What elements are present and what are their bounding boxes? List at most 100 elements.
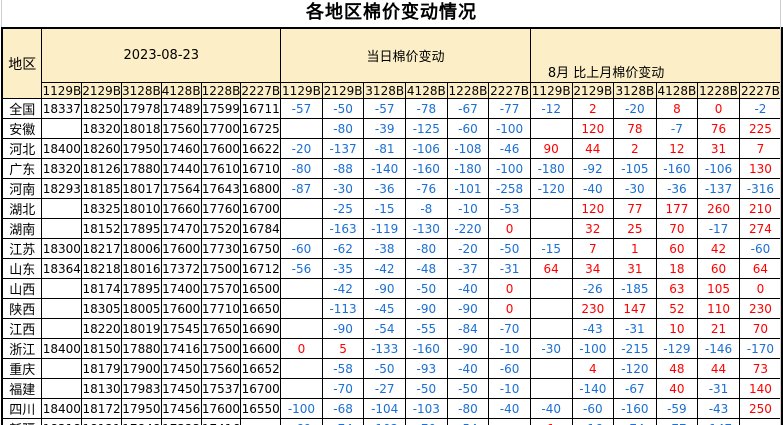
monthly-change-cell[interactable]: -147 xyxy=(697,418,740,425)
monthly-change-cell[interactable]: 70 xyxy=(655,218,699,239)
monthly-change-cell[interactable]: 25 xyxy=(613,218,657,239)
monthly-change-cell[interactable]: -12 xyxy=(529,98,573,119)
monthly-change-cell[interactable]: 130 xyxy=(738,158,783,179)
daily-change-cell[interactable] xyxy=(488,418,531,425)
daily-change-cell[interactable]: -108 xyxy=(446,138,490,159)
monthly-change-cell[interactable]: 225 xyxy=(738,118,783,139)
price-cell[interactable]: 17489 xyxy=(160,98,202,119)
price-cell[interactable]: 17660 xyxy=(160,198,202,219)
daily-change-cell[interactable]: -25 xyxy=(321,198,365,219)
daily-change-cell[interactable]: -31 xyxy=(488,258,531,279)
monthly-change-cell[interactable]: -59 xyxy=(655,398,699,419)
monthly-change-cell[interactable]: -106 xyxy=(697,158,740,179)
daily-change-cell[interactable]: -62 xyxy=(321,238,365,259)
daily-change-cell[interactable]: -58 xyxy=(321,358,365,379)
monthly-change-cell[interactable]: 1 xyxy=(613,238,657,259)
monthly-change-cell[interactable]: 250 xyxy=(738,398,783,419)
monthly-change-cell[interactable]: -67 xyxy=(613,378,657,399)
price-cell[interactable]: 18010 xyxy=(121,198,162,219)
price-cell[interactable]: 17372 xyxy=(160,258,202,279)
grade-header-cell[interactable]: 1228B xyxy=(697,82,740,99)
price-cell[interactable]: 17500 xyxy=(200,258,242,279)
region-cell[interactable]: 山东 xyxy=(1,258,43,279)
daily-change-cell[interactable]: -55 xyxy=(405,318,448,339)
monthly-change-cell[interactable] xyxy=(529,118,573,139)
monthly-change-cell[interactable]: 120 xyxy=(571,198,615,219)
daily-change-cell[interactable]: -50 xyxy=(405,378,448,399)
price-cell[interactable]: 18217 xyxy=(81,238,122,259)
monthly-change-cell[interactable]: 73 xyxy=(738,358,783,379)
daily-change-cell[interactable]: -76 xyxy=(405,178,448,199)
price-cell[interactable]: 18400 xyxy=(41,138,83,159)
price-cell[interactable]: 16750 xyxy=(240,238,282,259)
daily-change-cell[interactable]: -78 xyxy=(405,98,448,119)
daily-change-cell[interactable]: -46 xyxy=(488,138,531,159)
daily-change-cell[interactable]: -60 xyxy=(280,238,323,259)
daily-change-cell[interactable]: -106 xyxy=(405,138,448,159)
monthly-change-cell[interactable]: 32 xyxy=(571,218,615,239)
daily-change-cell[interactable]: -90 xyxy=(321,318,365,339)
monthly-change-cell[interactable]: -316 xyxy=(738,178,783,199)
daily-change-cell[interactable]: -100 xyxy=(488,118,531,139)
daily-change-cell[interactable]: -8 xyxy=(405,198,448,219)
monthly-change-cell[interactable]: -77 xyxy=(655,418,699,425)
price-cell[interactable]: 17880 xyxy=(121,158,162,179)
monthly-change-cell[interactable]: -105 xyxy=(613,158,657,179)
price-cell[interactable]: 17564 xyxy=(160,178,202,199)
price-cell[interactable]: 18005 xyxy=(121,298,162,319)
monthly-change-cell[interactable]: 2 xyxy=(571,98,615,119)
monthly-change-cell[interactable]: 60 xyxy=(697,258,740,279)
price-cell[interactable]: 17895 xyxy=(121,278,162,299)
price-cell[interactable]: 18260 xyxy=(81,138,122,159)
daily-change-cell[interactable]: -30 xyxy=(321,178,365,199)
price-cell[interactable]: 18325 xyxy=(81,198,122,219)
price-cell[interactable]: 16690 xyxy=(240,318,282,339)
price-cell[interactable]: 16600 xyxy=(240,338,282,359)
daily-change-cell[interactable]: -60 xyxy=(488,358,531,379)
grade-header-cell[interactable]: 1129B xyxy=(41,82,83,99)
daily-change-cell[interactable]: -90 xyxy=(446,338,490,359)
monthly-change-cell[interactable]: -170 xyxy=(738,338,783,359)
monthly-change-cell[interactable]: 21 xyxy=(697,318,740,339)
monthly-change-cell[interactable]: 63 xyxy=(655,278,699,299)
daily-change-cell[interactable] xyxy=(280,378,323,399)
daily-change-cell[interactable]: -50 xyxy=(363,358,406,379)
price-cell[interactable]: 17456 xyxy=(160,398,202,419)
grade-header-cell[interactable]: 2227B xyxy=(738,82,783,99)
price-cell[interactable] xyxy=(41,218,83,239)
price-cell[interactable]: 17600 xyxy=(200,138,242,159)
daily-change-cell[interactable]: -57 xyxy=(280,98,323,119)
price-cell[interactable]: 18179 xyxy=(81,358,122,379)
monthly-change-cell[interactable]: 7 xyxy=(738,138,783,159)
monthly-change-cell[interactable]: 105 xyxy=(697,278,740,299)
monthly-change-cell[interactable]: 48 xyxy=(655,358,699,379)
monthly-change-cell[interactable]: 1 xyxy=(529,418,573,425)
region-cell[interactable]: 江苏 xyxy=(1,238,43,259)
price-cell[interactable] xyxy=(41,118,83,139)
monthly-change-cell[interactable]: -26 xyxy=(571,278,615,299)
region-cell[interactable]: 福建 xyxy=(1,378,43,399)
price-cell[interactable]: 17730 xyxy=(200,238,242,259)
daily-change-cell[interactable]: -113 xyxy=(321,298,365,319)
daily-change-cell[interactable]: -133 xyxy=(363,338,406,359)
grade-header-cell[interactable]: 2129B xyxy=(321,82,365,99)
region-cell[interactable]: 全国 xyxy=(1,98,43,119)
monthly-change-cell[interactable]: 230 xyxy=(571,298,615,319)
grade-header-cell[interactable]: 4128B xyxy=(160,82,202,99)
price-cell[interactable]: 18121 xyxy=(81,418,122,425)
monthly-change-cell[interactable]: 177 xyxy=(655,198,699,219)
price-cell[interactable]: 18400 xyxy=(41,398,83,419)
daily-change-cell[interactable]: -69 xyxy=(280,418,323,425)
daily-change-cell[interactable]: -102 xyxy=(363,418,406,425)
monthly-change-cell[interactable]: -31 xyxy=(697,378,740,399)
daily-change-cell[interactable]: -104 xyxy=(363,398,406,419)
group-header-daily-change[interactable]: 当日棉价变动 xyxy=(280,27,531,83)
monthly-change-cell[interactable] xyxy=(529,358,573,379)
monthly-change-cell[interactable]: 260 xyxy=(697,198,740,219)
price-cell[interactable]: 17848 xyxy=(121,418,162,425)
price-cell[interactable]: 18305 xyxy=(81,298,122,319)
daily-change-cell[interactable]: -90 xyxy=(405,298,448,319)
monthly-change-cell[interactable]: -160 xyxy=(655,158,699,179)
price-cell[interactable]: 18400 xyxy=(41,338,83,359)
daily-change-cell[interactable]: -50 xyxy=(488,238,531,259)
